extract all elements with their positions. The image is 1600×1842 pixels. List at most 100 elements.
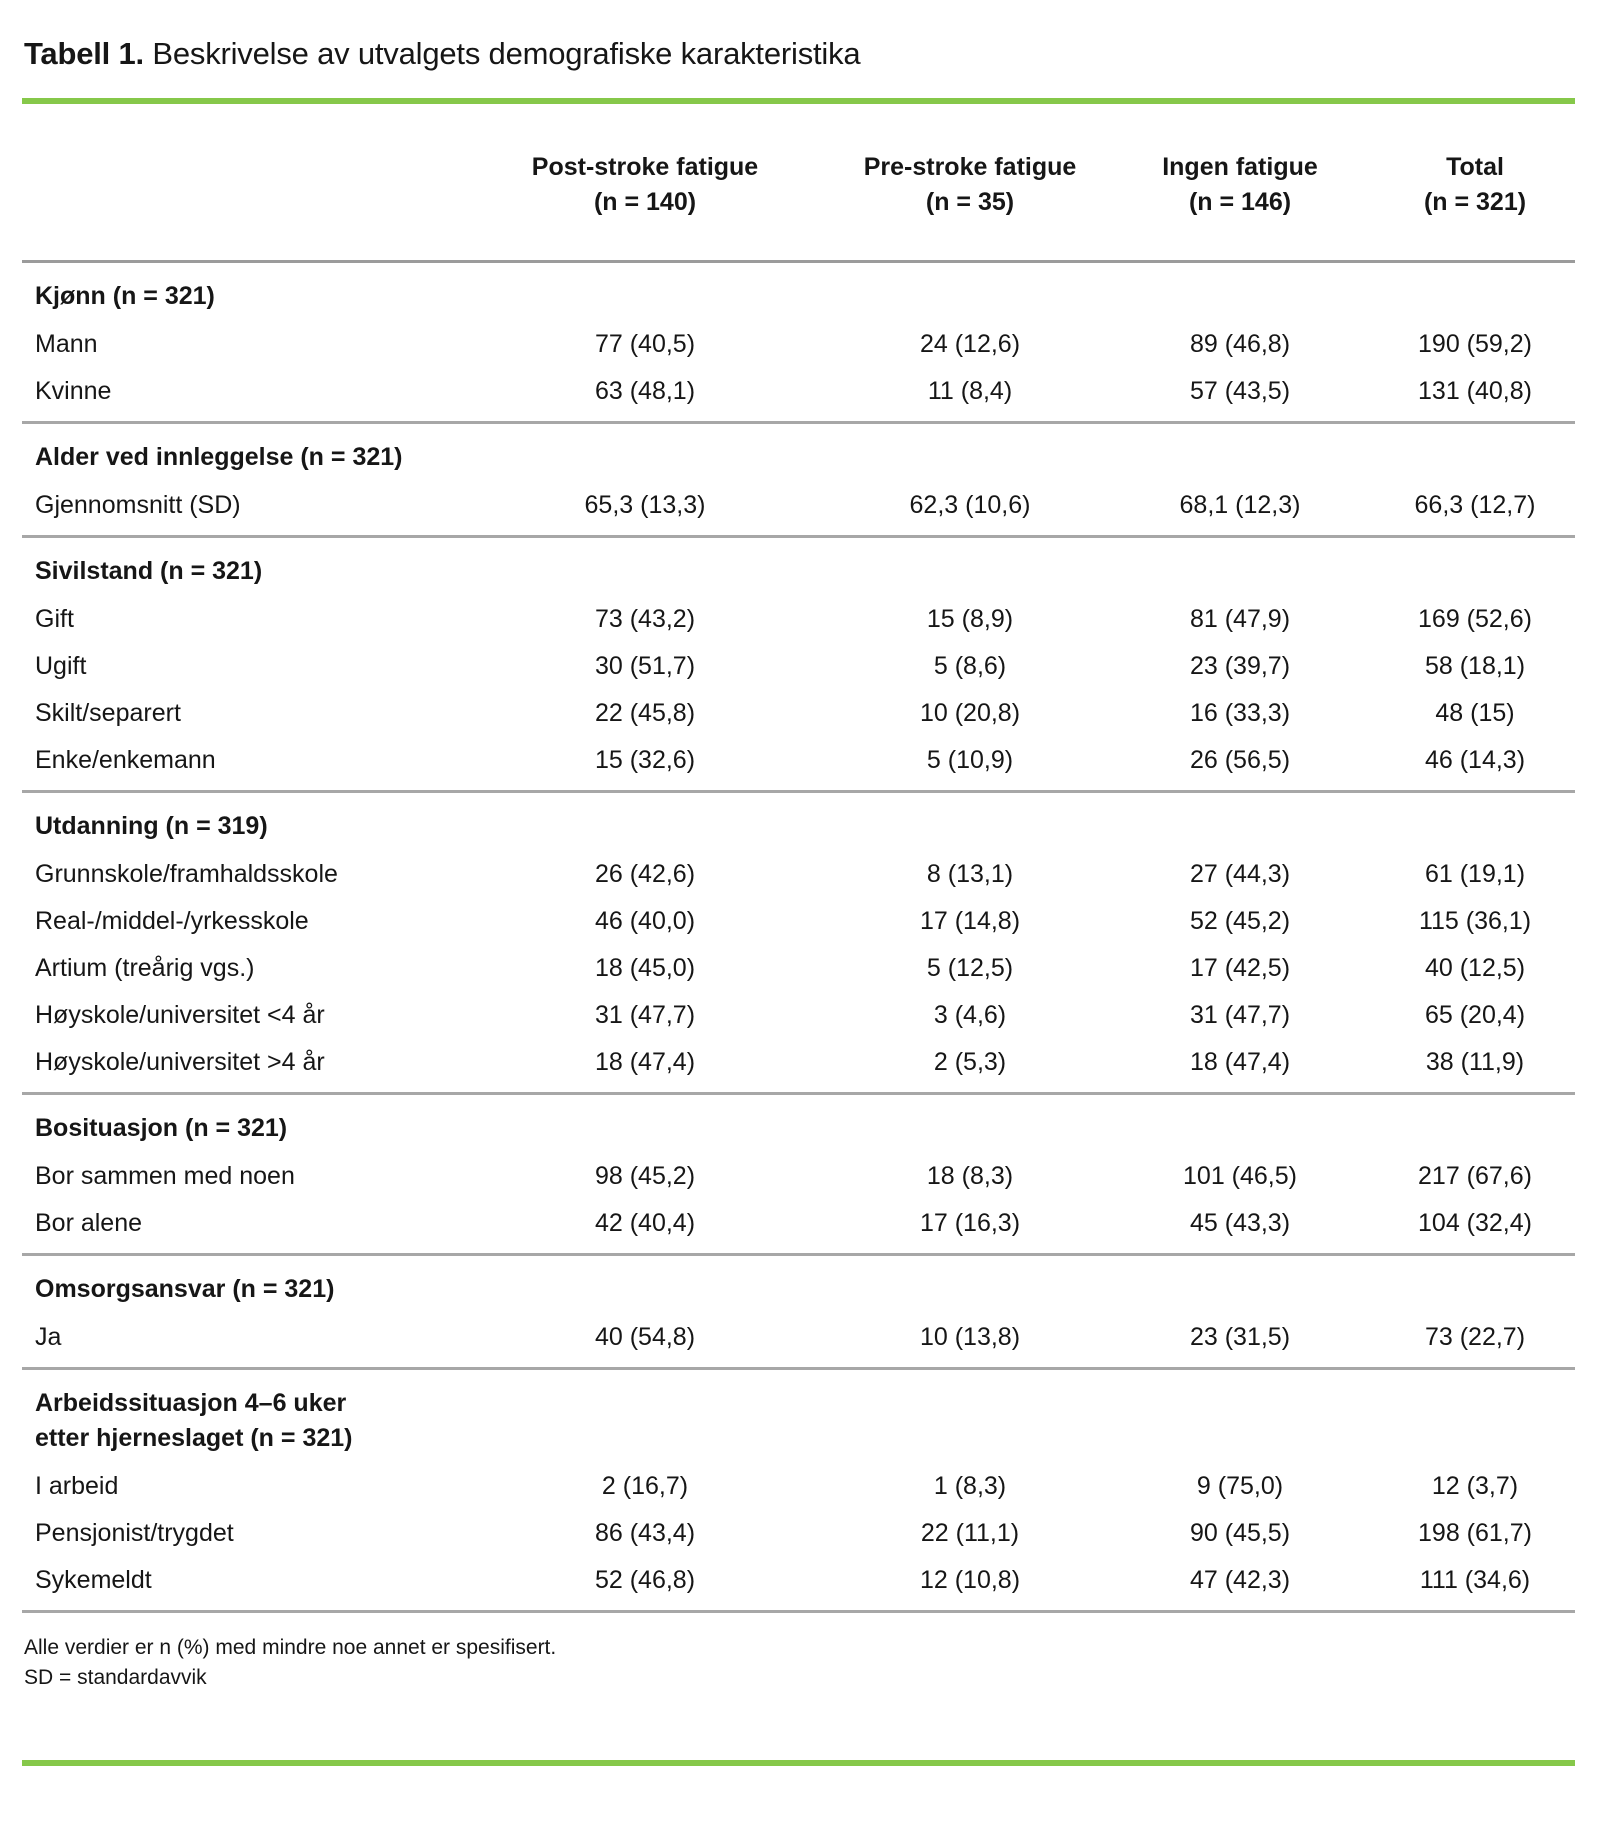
column-header-pre-stroke: Pre-stroke fatigue (n = 35) <box>835 104 1105 263</box>
table-row: Ugift 30 (51,7) 5 (8,6) 23 (39,7) 58 (18,1) <box>22 642 1575 689</box>
cell-value: 40 (12,5) <box>1424 953 1526 982</box>
section-header-row: Utdanning (n = 319) <box>22 792 1575 851</box>
cell-value: 2 (16,7) <box>601 1471 689 1500</box>
row-label: Bor alene <box>35 1208 143 1237</box>
row-label: Mann <box>35 329 98 358</box>
footnote-sd-abbreviation: SD = standardavvik <box>24 1666 207 1689</box>
row-label: Artium (treårig vgs.) <box>35 953 255 982</box>
cell-value: 38 (11,9) <box>1425 1047 1525 1076</box>
cell-value: 98 (45,2) <box>594 1161 696 1190</box>
section-header-label: Kjønn (n = 321) <box>35 282 215 310</box>
row-label: Grunnskole/framhaldsskole <box>35 859 338 888</box>
cell-value: 18 (47,4) <box>1189 1047 1291 1076</box>
cell-value: 81 (47,9) <box>1189 604 1291 633</box>
cell-value: 9 (75,0) <box>1196 1471 1284 1500</box>
cell-value: 46 (14,3) <box>1424 745 1526 774</box>
cell-value: 17 (42,5) <box>1189 953 1291 982</box>
cell-value: 15 (32,6) <box>594 745 696 774</box>
cell-value: 111 (34,6) <box>1419 1565 1531 1594</box>
table-footnotes: Alle verdier er n (%) med mindre noe ann… <box>24 1633 1575 1693</box>
row-label: Enke/enkemann <box>35 745 216 774</box>
section-header-row: Sivilstand (n = 321) <box>22 537 1575 596</box>
cell-value: 58 (18,1) <box>1424 651 1526 680</box>
bottom-accent-rule <box>22 1760 1575 1766</box>
cell-value: 23 (31,5) <box>1189 1322 1291 1351</box>
cell-value: 18 (45,0) <box>594 953 696 982</box>
table-row: Sykemeldt 52 (46,8) 12 (10,8) 47 (42,3) 111 … <box>22 1556 1575 1612</box>
column-header-label: Post-stroke fatigue <box>531 153 759 181</box>
cell-value: 66,3 (12,7) <box>1414 490 1536 519</box>
table-section: Omsorgsansvar (n = 321) Ja 40 (54,8) 10 (13… <box>22 1255 1575 1369</box>
table-row: Høyskole/universitet <4 år 31 (47,7) 3 (4,… <box>22 991 1575 1038</box>
cell-value: 190 (59,2) <box>1418 329 1532 358</box>
cell-value: 65 (20,4) <box>1424 1000 1526 1029</box>
column-header-row: Post-stroke fatigue (n = 140) Pre-stroke … <box>22 104 1575 263</box>
table-section: Sivilstand (n = 321) Gift 73 (43,2) 15 (8,9… <box>22 537 1575 792</box>
table-section: Alder ved innleggelse (n = 321) Gjennomsn… <box>22 423 1575 537</box>
table-section: Bosituasjon (n = 321) Bor sammen med noen… <box>22 1094 1575 1255</box>
table-row: I arbeid 2 (16,7) 1 (8,3) 9 (75,0) 12 (3,7) <box>22 1462 1575 1509</box>
column-header-n: (n = 140) <box>593 188 697 216</box>
cell-value: 46 (40,0) <box>594 906 696 935</box>
cell-value: 131 (40,8) <box>1418 376 1532 405</box>
cell-value: 73 (43,2) <box>594 604 696 633</box>
column-header-total: Total (n = 321) <box>1375 104 1575 263</box>
cell-value: 77 (40,5) <box>594 329 696 358</box>
cell-value: 57 (43,5) <box>1189 376 1291 405</box>
row-label: Høyskole/universitet >4 år <box>35 1047 325 1076</box>
table-row: Høyskole/universitet >4 år 18 (47,4) 2 (5,… <box>22 1038 1575 1094</box>
cell-value: 86 (43,4) <box>594 1518 696 1547</box>
cell-value: 3 (4,6) <box>933 1000 1007 1029</box>
cell-value: 40 (54,8) <box>594 1322 696 1351</box>
table-row: Pensjonist/trygdet 86 (43,4) 22 (11,1) 90 (… <box>22 1509 1575 1556</box>
column-header-spacer <box>22 104 455 263</box>
cell-value: 24 (12,6) <box>919 329 1021 358</box>
cell-value: 12 (10,8) <box>919 1565 1021 1594</box>
cell-value: 8 (13,1) <box>926 859 1014 888</box>
row-label: Ugift <box>35 651 87 680</box>
cell-value: 115 (36,1) <box>1418 906 1532 935</box>
cell-value: 169 (52,6) <box>1418 604 1532 633</box>
cell-value: 26 (42,6) <box>594 859 696 888</box>
cell-value: 11 (8,4) <box>927 376 1013 405</box>
section-header-row: Kjønn (n = 321) <box>22 262 1575 321</box>
row-label: Skilt/separert <box>35 698 181 727</box>
cell-value: 22 (11,1) <box>920 1518 1020 1547</box>
cell-value: 17 (14,8) <box>919 906 1021 935</box>
cell-value: 10 (13,8) <box>919 1322 1021 1351</box>
cell-value: 63 (48,1) <box>594 376 696 405</box>
row-label: Høyskole/universitet <4 år <box>35 1000 325 1029</box>
row-label: Bor sammen med noen <box>35 1161 295 1190</box>
column-header-n: (n = 146) <box>1188 188 1292 216</box>
cell-value: 5 (8,6) <box>933 651 1007 680</box>
cell-value: 17 (16,3) <box>919 1208 1021 1237</box>
table-row: Kvinne 63 (48,1) 11 (8,4) 57 (43,5) 131 (40,… <box>22 367 1575 423</box>
cell-value: 5 (12,5) <box>926 953 1014 982</box>
section-header-label: Bosituasjon (n = 321) <box>35 1114 288 1142</box>
row-label: Sykemeldt <box>35 1565 152 1594</box>
cell-value: 22 (45,8) <box>594 698 696 727</box>
cell-value: 61 (19,1) <box>1424 859 1526 888</box>
table-row: Bor sammen med noen 98 (45,2) 18 (8,3) 101 … <box>22 1152 1575 1199</box>
column-header-ingen-fatigue: Ingen fatigue (n = 146) <box>1105 104 1375 263</box>
table-row: Skilt/separert 22 (45,8) 10 (20,8) 16 (33,3… <box>22 689 1575 736</box>
row-label: Ja <box>35 1322 62 1351</box>
cell-value: 62,3 (10,6) <box>909 490 1031 519</box>
cell-value: 30 (51,7) <box>594 651 696 680</box>
cell-value: 217 (67,6) <box>1418 1161 1532 1190</box>
cell-value: 198 (61,7) <box>1418 1518 1532 1547</box>
table-row: Ja 40 (54,8) 10 (13,8) 23 (31,5) 73 (22,7) <box>22 1313 1575 1369</box>
section-header-row: Omsorgsansvar (n = 321) <box>22 1255 1575 1314</box>
cell-value: 18 (47,4) <box>594 1047 696 1076</box>
section-header-row: Arbeidssituasjon 4–6 uker etter hjernesla… <box>22 1369 1575 1463</box>
table-number: Tabell 1. <box>24 36 144 71</box>
cell-value: 65,3 (13,3) <box>584 490 706 519</box>
column-header-label: Ingen fatigue <box>1162 153 1318 181</box>
row-label: Gjennomsnitt (SD) <box>35 490 241 519</box>
cell-value: 47 (42,3) <box>1189 1565 1291 1594</box>
section-header-label: Utdanning (n = 319) <box>35 812 268 840</box>
cell-value: 1 (8,3) <box>933 1471 1007 1500</box>
row-label: Real-/middel-/yrkesskole <box>35 906 309 935</box>
cell-value: 18 (8,3) <box>926 1161 1014 1190</box>
cell-value: 48 (15) <box>1435 698 1515 727</box>
